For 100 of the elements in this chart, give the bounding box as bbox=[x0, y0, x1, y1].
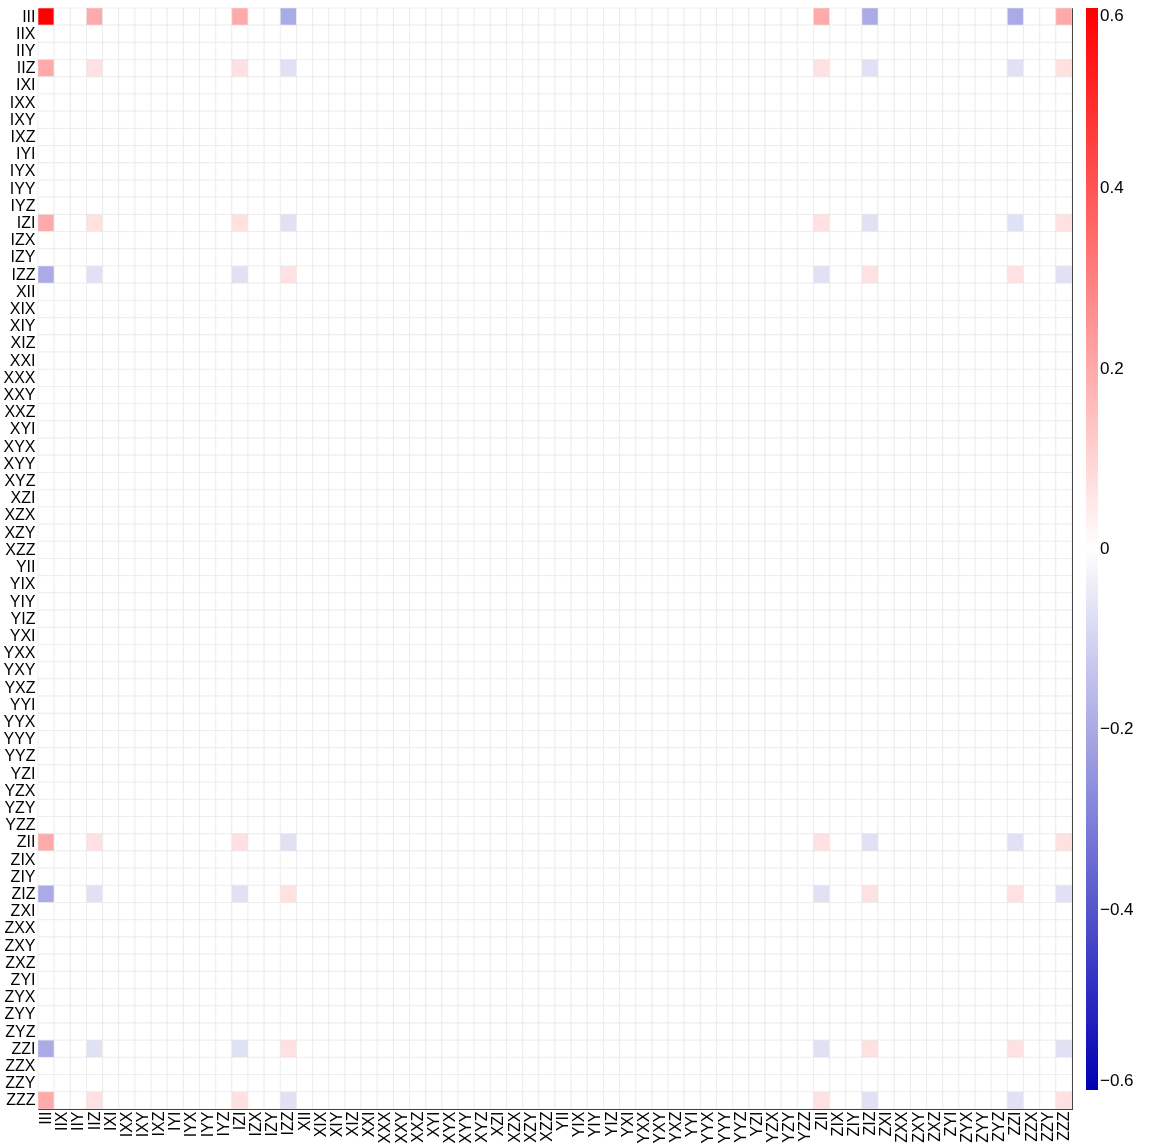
x-tick-label: XXY bbox=[392, 1111, 410, 1144]
y-tick-label: YII bbox=[15, 558, 36, 576]
y-tick-label: XYX bbox=[3, 437, 36, 455]
color-bar-label: −0.6 bbox=[1100, 1071, 1134, 1090]
x-tick-label: ZXZ bbox=[925, 1111, 943, 1142]
x-tick-label: IXZ bbox=[150, 1111, 168, 1137]
x-tick-label: IXI bbox=[101, 1111, 119, 1132]
x-tick-label: IZY bbox=[263, 1111, 281, 1137]
x-tick-label: YYZ bbox=[731, 1111, 749, 1143]
x-tick-label: ZIZ bbox=[861, 1111, 879, 1136]
x-tick-label: YZI bbox=[747, 1111, 765, 1137]
y-tick-label: ZYY bbox=[4, 1005, 36, 1023]
y-tick-label: XZX bbox=[4, 506, 36, 524]
x-tick-label: IYZ bbox=[214, 1111, 232, 1137]
y-tick-label: IYZ bbox=[10, 196, 36, 214]
x-tick-label: ZZY bbox=[1038, 1111, 1056, 1142]
y-tick-label: XYI bbox=[9, 420, 36, 438]
y-tick-label: XII bbox=[15, 282, 36, 300]
y-tick-label: YYX bbox=[3, 712, 36, 730]
y-tick-label: XIY bbox=[9, 317, 36, 335]
x-tick-label: XXX bbox=[376, 1111, 394, 1144]
y-tick-label: IYX bbox=[9, 162, 36, 180]
y-tick-label: XIZ bbox=[10, 334, 36, 352]
y-tick-label: XYZ bbox=[4, 472, 36, 490]
y-tick-label: YXI bbox=[9, 626, 36, 644]
x-tick-label: XZY bbox=[521, 1111, 539, 1143]
x-tick-label: ZZI bbox=[1006, 1111, 1024, 1136]
x-tick-label: IIX bbox=[53, 1111, 71, 1132]
y-tick-label: ZII bbox=[16, 833, 36, 851]
y-tick-label: XZI bbox=[10, 489, 36, 507]
y-tick-label: IXZ bbox=[10, 128, 36, 146]
x-tick-label: XYY bbox=[457, 1111, 475, 1144]
y-tick-label: IYI bbox=[15, 145, 36, 163]
y-tick-label: XXX bbox=[3, 368, 36, 386]
x-tick-label: YII bbox=[554, 1111, 572, 1132]
y-tick-label: XYY bbox=[3, 454, 36, 472]
y-tick-label: ZYZ bbox=[5, 1022, 36, 1040]
x-tick-label: IIZ bbox=[85, 1111, 103, 1131]
x-tick-label: IIY bbox=[69, 1111, 87, 1132]
y-tick-label: IXX bbox=[9, 93, 36, 111]
x-tick-label: ZXI bbox=[877, 1111, 895, 1137]
y-tick-label: IXI bbox=[15, 76, 36, 94]
x-tick-label: ZYY bbox=[974, 1111, 992, 1143]
y-tick-label: YZI bbox=[10, 764, 36, 782]
x-tick-label: YXY bbox=[651, 1111, 669, 1144]
y-tick-label: YXX bbox=[3, 644, 36, 662]
y-tick-label: IYY bbox=[9, 179, 36, 197]
y-tick-label: YXZ bbox=[4, 678, 36, 696]
color-bar-label: 0.2 bbox=[1100, 358, 1124, 378]
x-tick-label: IZZ bbox=[279, 1111, 297, 1136]
x-tick-label: YYI bbox=[683, 1111, 701, 1138]
x-tick-label: IYI bbox=[166, 1111, 184, 1132]
x-tick-label: YXZ bbox=[667, 1111, 685, 1143]
y-tick-label: YYI bbox=[9, 695, 36, 713]
color-bar-label: 0 bbox=[1100, 539, 1110, 558]
y-tick-label: YIZ bbox=[10, 609, 36, 627]
x-tick-label: XYZ bbox=[473, 1111, 491, 1143]
y-tick-label: ZXI bbox=[10, 902, 36, 920]
x-tick-label: IXX bbox=[117, 1111, 135, 1138]
x-tick-label: YIZ bbox=[602, 1111, 620, 1137]
y-tick-label: III bbox=[22, 7, 36, 25]
x-tick-label: IXY bbox=[134, 1111, 152, 1138]
x-tick-label: XII bbox=[295, 1111, 313, 1132]
y-tick-label: YIY bbox=[9, 592, 36, 610]
y-tick-label: ZXY bbox=[4, 936, 36, 954]
x-tick-label: ZYZ bbox=[990, 1111, 1008, 1142]
x-tick-label: ZIY bbox=[844, 1111, 862, 1137]
y-tick-label: ZZI bbox=[11, 1039, 36, 1057]
x-tick-label: XIY bbox=[327, 1111, 345, 1138]
y-tick-label: IIY bbox=[15, 42, 36, 60]
y-tick-label: ZZZ bbox=[6, 1091, 36, 1109]
y-tick-label: XIX bbox=[9, 300, 36, 318]
x-tick-label: IZX bbox=[247, 1111, 265, 1137]
y-tick-label: YYY bbox=[3, 730, 36, 748]
color-bar-label: −0.4 bbox=[1100, 899, 1134, 919]
x-tick-label: YYY bbox=[715, 1111, 733, 1144]
color-bar-label: 0.6 bbox=[1100, 6, 1124, 25]
y-tick-label: IIX bbox=[15, 24, 36, 42]
x-tick-label: XZX bbox=[505, 1111, 523, 1143]
x-tick-label: XYI bbox=[424, 1111, 442, 1138]
x-tick-label: XIX bbox=[311, 1111, 329, 1138]
y-tick-label: YYZ bbox=[4, 747, 36, 765]
y-tick-label: ZXX bbox=[4, 919, 36, 937]
x-tick-label: IYX bbox=[182, 1111, 200, 1138]
y-tick-label: YIX bbox=[9, 575, 36, 593]
x-tick-label: ZXX bbox=[893, 1111, 911, 1143]
y-tick-label: ZYI bbox=[10, 970, 36, 988]
x-tick-label: YYX bbox=[699, 1111, 717, 1144]
y-tick-label: ZXZ bbox=[5, 953, 36, 971]
y-tick-label: ZZY bbox=[5, 1074, 36, 1092]
x-tick-label: ZXY bbox=[909, 1111, 927, 1143]
x-tick-label: IZI bbox=[230, 1111, 248, 1131]
x-tick-label: ZZX bbox=[1022, 1111, 1040, 1142]
y-tick-label: IXY bbox=[9, 110, 36, 128]
y-tick-label: ZIZ bbox=[11, 884, 36, 902]
y-tick-label: XXZ bbox=[4, 403, 36, 421]
x-tick-label: ZZZ bbox=[1054, 1111, 1072, 1141]
y-tick-label: IZZ bbox=[11, 265, 36, 283]
color-bar-label: 0.4 bbox=[1100, 178, 1124, 198]
y-tick-label: ZYX bbox=[4, 988, 36, 1006]
